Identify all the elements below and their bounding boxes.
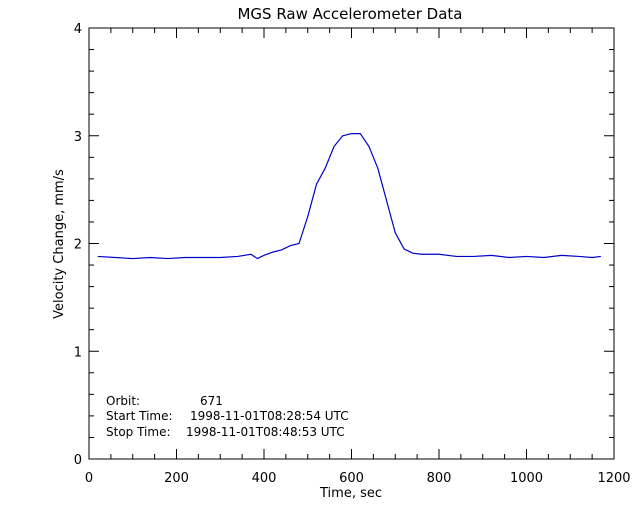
y-axis-label: Velocity Change, mm/s	[52, 169, 67, 319]
start-time-label: Start Time:	[106, 409, 173, 423]
y-tick-label: 1	[74, 345, 82, 360]
series-line	[97, 132, 601, 260]
start-time-value: 1998-11-01T08:28:54 UTC	[190, 409, 349, 423]
y-tick-label: 3	[74, 130, 82, 145]
x-tick-label: 1000	[510, 471, 543, 486]
info-annotations: Orbit: 671 Start Time: 1998-11-01T08:28:…	[106, 394, 349, 439]
x-tick-label: 0	[85, 471, 93, 486]
y-tick-label: 4	[74, 22, 82, 37]
y-tick-label: 0	[74, 453, 82, 468]
x-tick-label: 800	[427, 471, 452, 486]
x-tick-label: 600	[339, 471, 364, 486]
orbit-value: 671	[200, 394, 223, 408]
chart-title: MGS Raw Accelerometer Data	[237, 5, 462, 23]
axis-tick-labels: 0 200 400 600 800 1000 1200 0 1 2 3 4	[74, 22, 631, 486]
stop-time-label: Stop Time:	[106, 425, 171, 439]
axis-ticks	[88, 27, 615, 460]
x-tick-label: 1200	[597, 471, 630, 486]
orbit-label: Orbit:	[106, 394, 140, 408]
stop-time-value: 1998-11-01T08:48:53 UTC	[186, 425, 345, 439]
plot-frame	[88, 27, 615, 460]
x-tick-label: 400	[252, 471, 277, 486]
x-tick-label: 200	[164, 471, 189, 486]
y-tick-label: 2	[74, 238, 82, 253]
x-axis-label: Time, sec	[319, 486, 382, 501]
